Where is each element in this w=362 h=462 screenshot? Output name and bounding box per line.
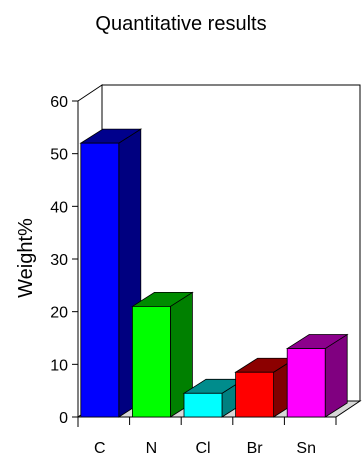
- bar-front-face: [235, 371, 275, 418]
- y-tick-label: 50: [50, 147, 68, 164]
- chart-title: Quantitative results: [95, 13, 266, 35]
- x-tick-label: N: [146, 440, 158, 457]
- y-tick-label: 40: [50, 199, 68, 216]
- bar-front-face: [183, 392, 223, 418]
- bar-N: [131, 291, 194, 418]
- bar-Sn: [285, 333, 349, 418]
- y-tick-label: 20: [50, 305, 68, 322]
- bar-front-face: [80, 142, 120, 418]
- bar-Br: [234, 357, 297, 418]
- bar-C: [79, 128, 143, 418]
- y-tick-label: 60: [50, 94, 68, 111]
- y-tick-label: 0: [59, 410, 68, 427]
- y-tick-label: 10: [50, 357, 68, 374]
- y-axis-label: Weight%: [15, 218, 37, 298]
- bar-front-face: [286, 348, 326, 418]
- x-tick-label: Cl: [195, 440, 210, 457]
- bar-front-face: [131, 305, 171, 418]
- x-tick-label: C: [94, 440, 106, 457]
- y-tick-label: 30: [50, 252, 68, 269]
- x-tick-label: Br: [247, 440, 264, 457]
- x-tick-label: Sn: [296, 440, 316, 457]
